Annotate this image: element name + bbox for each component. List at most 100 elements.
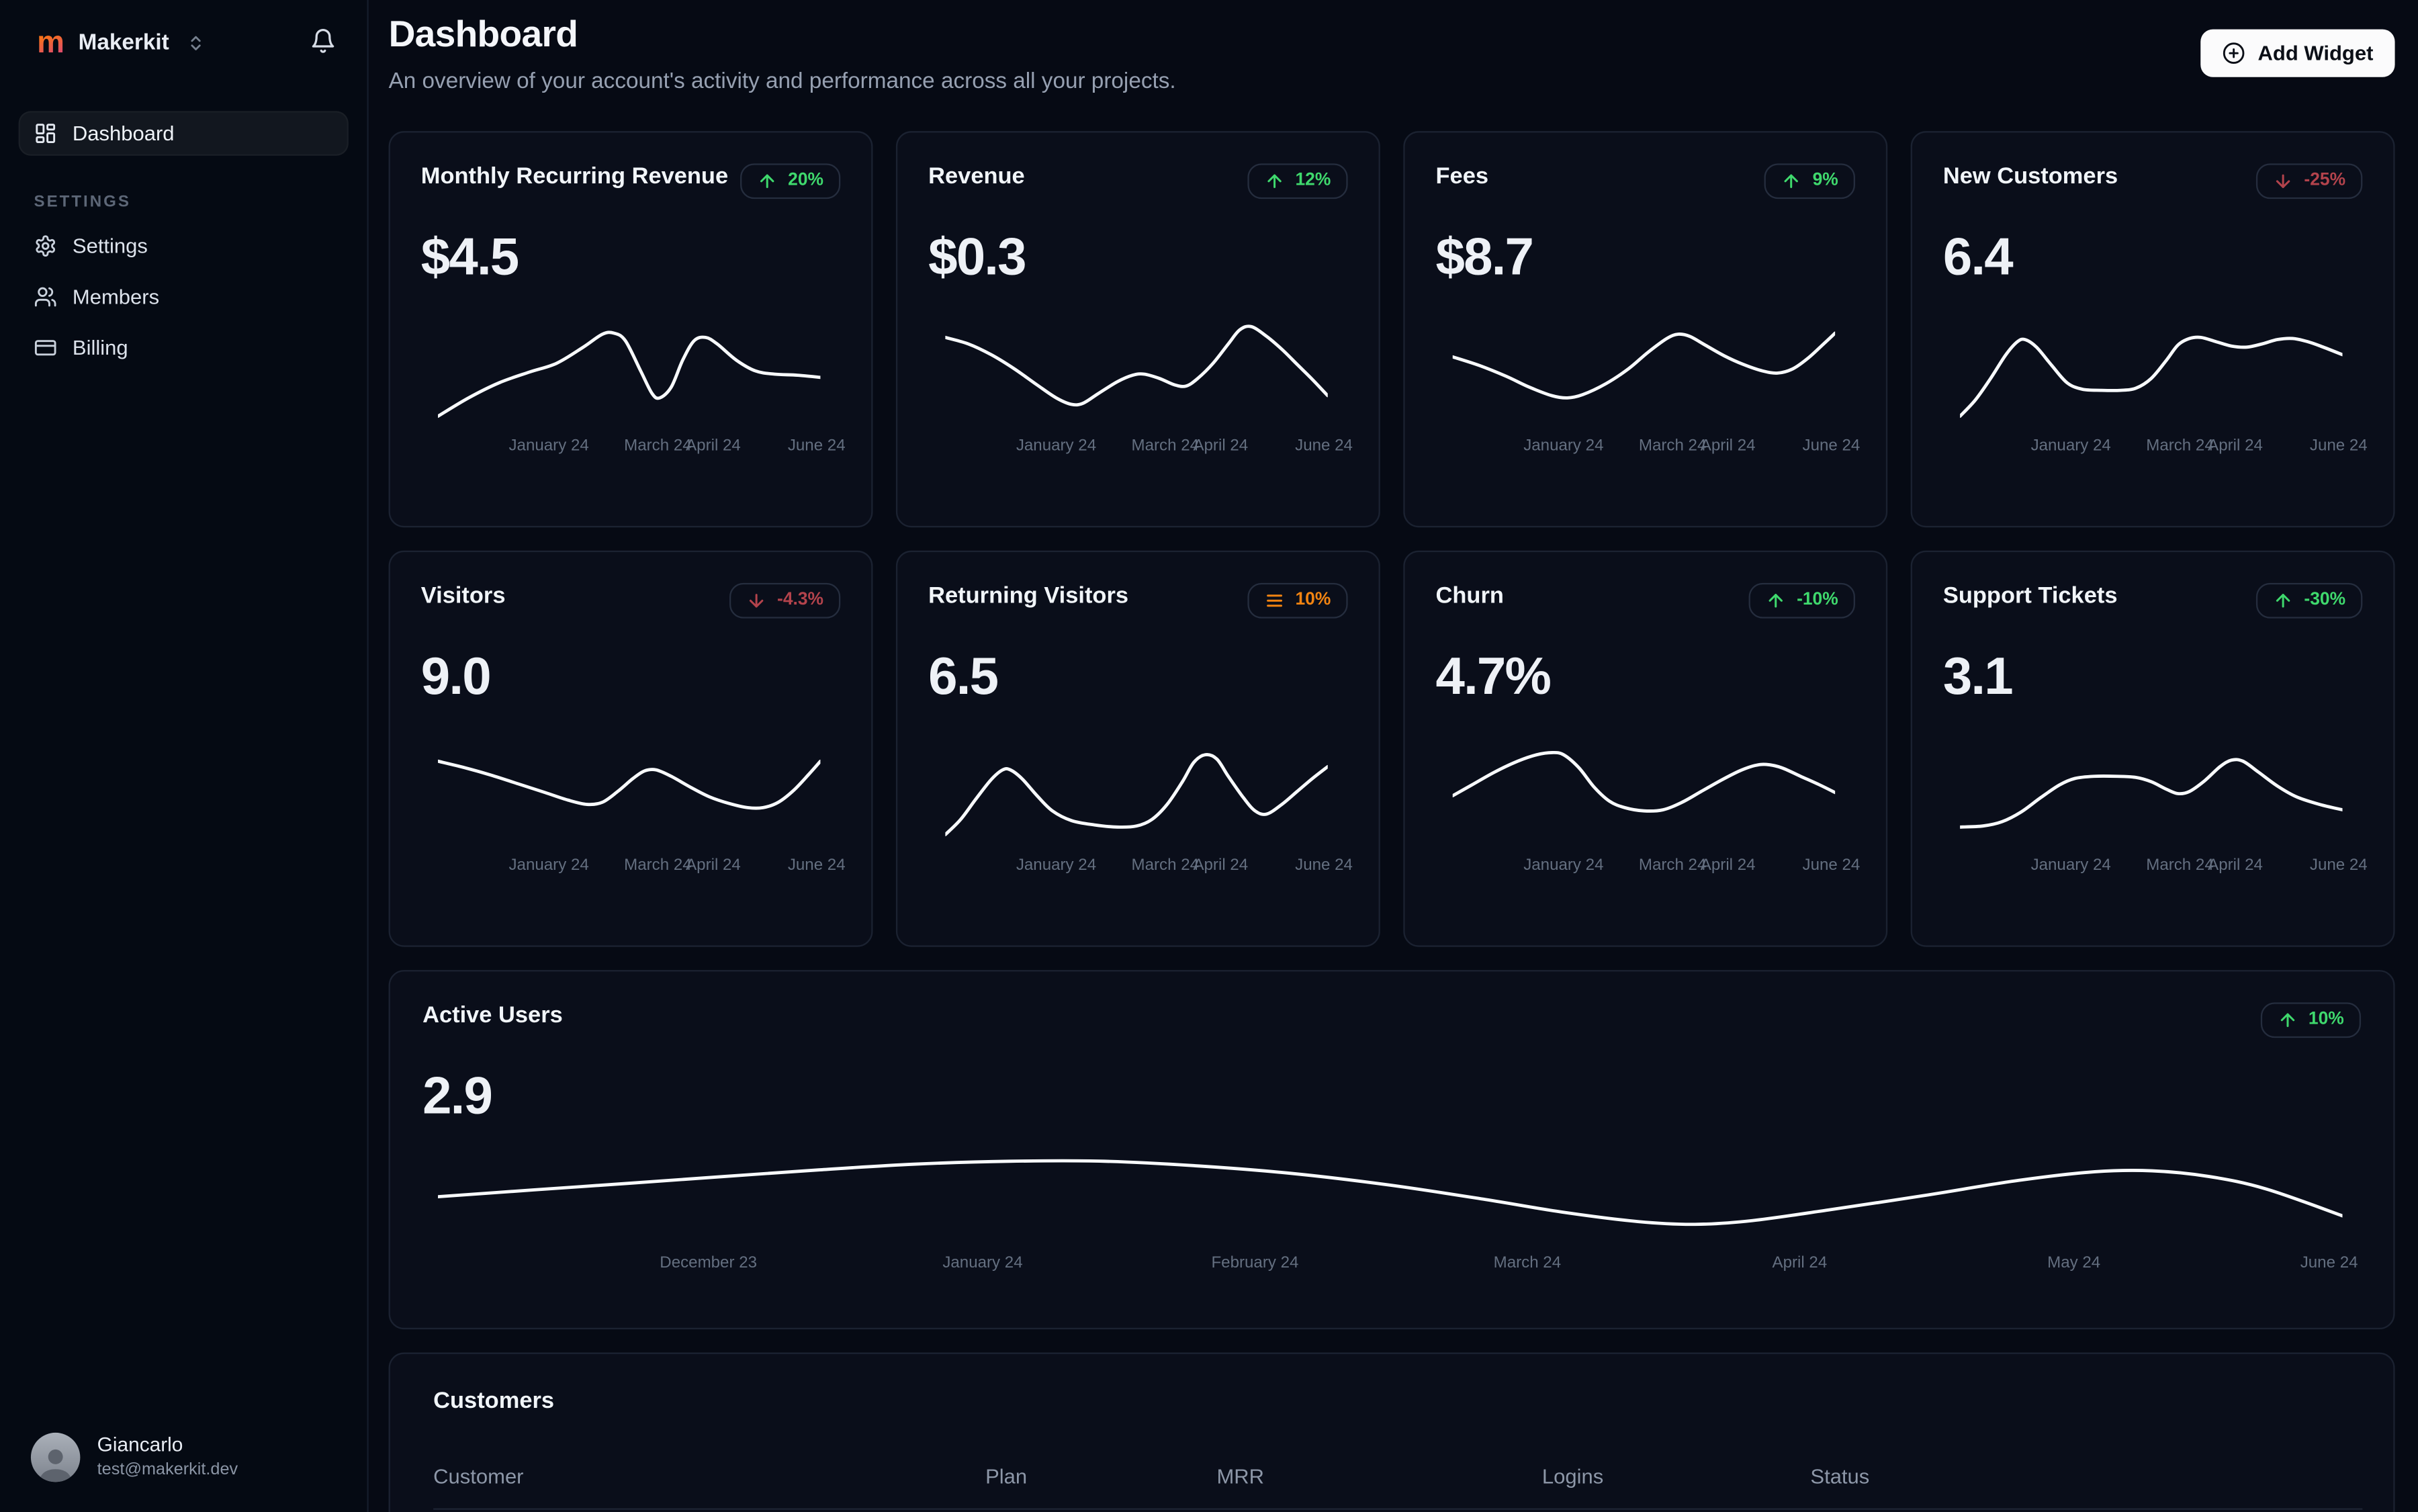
add-widget-button[interactable]: Add Widget: [2200, 29, 2395, 77]
sparkline-chart: January 24 March 24 April 24 June 24: [438, 305, 846, 457]
arrow-up-icon: [2278, 1010, 2298, 1030]
card-header: Churn -10%: [1435, 582, 1855, 619]
x-axis-tick-label: January 24: [508, 855, 589, 875]
line-chart-svg: [1452, 750, 1836, 813]
trend-value: -10%: [1797, 590, 1838, 609]
trend-badge: -30%: [2256, 582, 2363, 619]
trend-badge: -4.3%: [729, 582, 841, 619]
card-value: $0.3: [928, 228, 1026, 287]
users-icon: [34, 285, 57, 308]
user-email: test@makerkit.dev: [97, 1460, 238, 1478]
x-axis-tick-label: May 24: [2047, 1253, 2101, 1272]
arrow-down-icon: [746, 590, 766, 611]
x-axis-tick-label: January 24: [2030, 855, 2111, 875]
notifications-button[interactable]: [307, 25, 339, 62]
card-value: 3.1: [1942, 647, 2014, 707]
line-chart-svg: [438, 330, 821, 418]
card-header: Fees 9%: [1436, 163, 1855, 199]
card-title: Returning Visitors: [928, 582, 1129, 609]
trend-value: 20%: [788, 170, 824, 189]
user-menu[interactable]: Giancarlo test@makerkit.dev: [19, 1411, 349, 1512]
trend-badge: -10%: [1748, 582, 1855, 619]
column-header-plan: Plan: [985, 1464, 1028, 1488]
customers-table-header: Customer Plan MRR Logins Status: [433, 1464, 2363, 1510]
x-axis-labels: January 24 March 24 April 24 June 24: [438, 435, 845, 457]
gear-icon: [34, 234, 57, 257]
line-chart-svg: [438, 759, 821, 810]
trend-badge: -25%: [2256, 163, 2363, 199]
card-title: Churn: [1435, 582, 1504, 609]
stat-card-monthly-recurring-revenue: Monthly Recurring Revenue 20% $4.5 Janua…: [388, 130, 873, 527]
card-header: Monthly Recurring Revenue 20%: [420, 163, 841, 199]
card-title: Active Users: [422, 1002, 563, 1028]
arrow-up-icon: [2274, 590, 2294, 611]
page-title: Dashboard: [388, 13, 578, 56]
card-value: 9.0: [420, 647, 492, 707]
trend-value: 10%: [1295, 590, 1331, 609]
column-header-logins: Logins: [1541, 1464, 1604, 1488]
x-axis-tick-label: March 24: [1493, 1253, 1562, 1272]
card-header: Returning Visitors 10%: [928, 582, 1348, 619]
sidebar: m Makerkit Dashboard SETTINGS: [0, 0, 369, 1512]
sparkline-chart: January 24 March 24 April 24 June 24: [945, 725, 1353, 877]
x-axis-tick-label: January 24: [508, 436, 589, 455]
bell-icon: [310, 28, 336, 58]
x-axis-tick-label: June 24: [1295, 436, 1353, 455]
x-axis-tick-label: April 24: [686, 436, 741, 455]
sparkline-chart: January 24 March 24 April 24 June 24: [438, 725, 846, 877]
sidebar-item-label: Members: [72, 285, 160, 309]
stat-card-returning-visitors: Returning Visitors 10% 6.5 January 24 Mar…: [895, 550, 1380, 947]
x-axis-tick-label: January 24: [2030, 436, 2111, 455]
x-axis-tick-label: March 24: [2146, 436, 2214, 455]
card-value: $8.7: [1435, 228, 1534, 287]
arrow-up-icon: [757, 171, 777, 191]
main-content: Dashboard An overview of your account's …: [369, 0, 2418, 1512]
column-header-status: Status: [1810, 1464, 1870, 1488]
workspace-name[interactable]: Makerkit: [78, 30, 169, 56]
x-axis-tick-label: March 24: [1131, 436, 1200, 455]
line-chart-svg: [1452, 331, 1836, 400]
x-axis-labels: January 24 March 24 April 24 June 24: [1453, 435, 1860, 457]
card-title: New Customers: [1942, 163, 2118, 189]
card-title: Monthly Recurring Revenue: [420, 163, 729, 189]
trend-value: 9%: [1812, 170, 1838, 189]
chevrons-up-down-icon[interactable]: [186, 34, 205, 53]
x-axis-tick-label: June 24: [1802, 855, 1861, 875]
card-header: Active Users 10%: [422, 1002, 2362, 1038]
x-axis-labels: January 24 March 24 April 24 June 24: [945, 435, 1353, 457]
x-axis-tick-label: March 24: [1131, 855, 1200, 875]
x-axis-labels: January 24 March 24 April 24 June 24: [1453, 854, 1860, 877]
user-name: Giancarlo: [97, 1433, 183, 1457]
sidebar-item-dashboard[interactable]: Dashboard: [18, 111, 349, 156]
sidebar-item-settings[interactable]: Settings: [19, 224, 349, 269]
trend-badge: 12%: [1247, 163, 1348, 199]
arrow-up-icon: [1766, 590, 1786, 611]
x-axis-tick-label: March 24: [1638, 436, 1707, 455]
x-axis-tick-label: March 24: [624, 855, 692, 875]
trend-flat-icon: [1265, 590, 1285, 611]
card-title: Support Tickets: [1942, 582, 2118, 609]
sparkline-chart: January 24 March 24 April 24 June 24: [1960, 725, 2368, 877]
sidebar-item-billing[interactable]: Billing: [19, 325, 349, 370]
x-axis-labels: January 24 March 24 April 24 June 24: [945, 854, 1353, 877]
x-axis-tick-label: June 24: [787, 436, 846, 455]
card-header: Visitors -4.3%: [421, 582, 841, 619]
x-axis-tick-label: April 24: [1772, 1253, 1828, 1272]
card-header: New Customers -25%: [1942, 163, 2363, 199]
page-header: Dashboard An overview of your account's …: [389, 0, 2395, 94]
stat-card-new-customers: New Customers -25% 6.4 January 24 March 2…: [1910, 130, 2395, 527]
trend-value: -25%: [2304, 170, 2346, 189]
card-value: 2.9: [422, 1067, 493, 1126]
line-chart-svg: [945, 324, 1328, 406]
sidebar-item-members[interactable]: Members: [19, 275, 349, 320]
line-chart-svg: [438, 1159, 2343, 1226]
stat-card-fees: Fees 9% $8.7 January 24 March 24 April 24 J…: [1403, 130, 1888, 527]
sparkline-chart: January 24 March 24 April 24 June 24: [1452, 305, 1860, 457]
stat-card-active-users: Active Users 10% 2.9 December 23 January …: [388, 969, 2395, 1329]
trend-badge: 10%: [1247, 582, 1348, 619]
x-axis-tick-label: March 24: [624, 436, 692, 455]
stat-card-visitors: Visitors -4.3% 9.0 January 24 March 24 Apr…: [388, 550, 873, 947]
avatar: [30, 1431, 81, 1482]
trend-value: 12%: [1295, 170, 1331, 189]
trend-value: -4.3%: [777, 590, 824, 609]
